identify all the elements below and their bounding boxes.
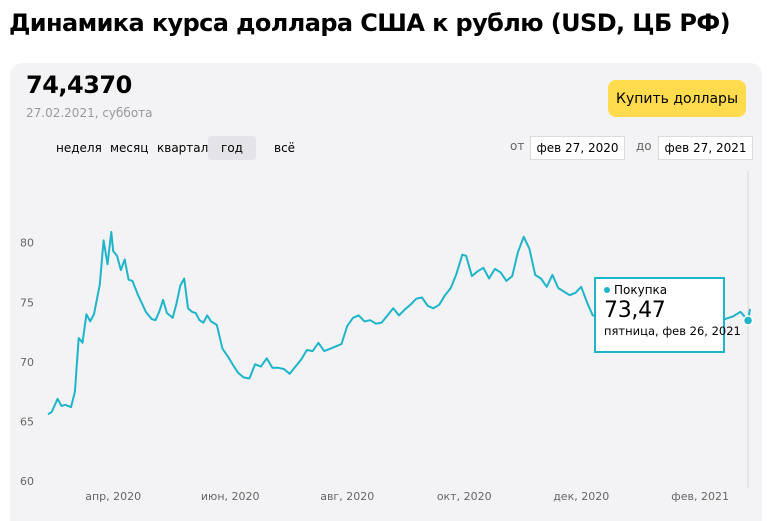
tooltip-series: Покупка bbox=[604, 283, 715, 297]
x-tick-label: дек, 2020 bbox=[553, 490, 609, 503]
range-to-label: до bbox=[636, 139, 652, 153]
tooltip: Покупка 73,47 пятница, фев 26, 2021 bbox=[594, 277, 741, 353]
x-tick-label: июн, 2020 bbox=[201, 490, 260, 503]
x-tick-label: апр, 2020 bbox=[85, 490, 141, 503]
y-tick-label: 75 bbox=[20, 296, 34, 309]
tab-all[interactable]: всё bbox=[274, 141, 296, 155]
x-tick-label: авг, 2020 bbox=[320, 490, 374, 503]
tab-year[interactable]: год bbox=[208, 136, 256, 160]
tab-quarter[interactable]: квартал bbox=[157, 141, 209, 155]
range-from-field[interactable] bbox=[530, 136, 625, 160]
tab-month[interactable]: месяц bbox=[110, 141, 149, 155]
y-tick-label: 65 bbox=[20, 415, 34, 428]
buy-dollars-button[interactable]: Купить доллары bbox=[608, 80, 746, 117]
y-tick-label: 70 bbox=[20, 356, 34, 369]
tab-week[interactable]: неделя bbox=[56, 141, 102, 155]
tooltip-series-name: Покупка bbox=[614, 283, 668, 297]
chart-card: 74,4370 27.02.2021, суббота Купить долла… bbox=[10, 63, 762, 521]
range-to-field[interactable] bbox=[658, 136, 753, 160]
page-title: Динамика курса доллара США к рублю (USD,… bbox=[9, 9, 731, 37]
y-tick-label: 60 bbox=[20, 475, 34, 488]
current-rate: 74,4370 bbox=[26, 71, 132, 99]
y-tick-label: 80 bbox=[20, 237, 34, 250]
tooltip-date: пятница, фев 26, 2021 bbox=[604, 324, 741, 338]
series-dot-icon bbox=[604, 287, 610, 293]
x-tick-label: фев, 2021 bbox=[671, 490, 729, 503]
tooltip-value: 73,47 bbox=[604, 298, 666, 323]
rate-date: 27.02.2021, суббота bbox=[26, 106, 153, 120]
x-tick-label: окт, 2020 bbox=[437, 490, 492, 503]
hover-point bbox=[742, 315, 754, 326]
range-from-label: от bbox=[510, 139, 525, 153]
